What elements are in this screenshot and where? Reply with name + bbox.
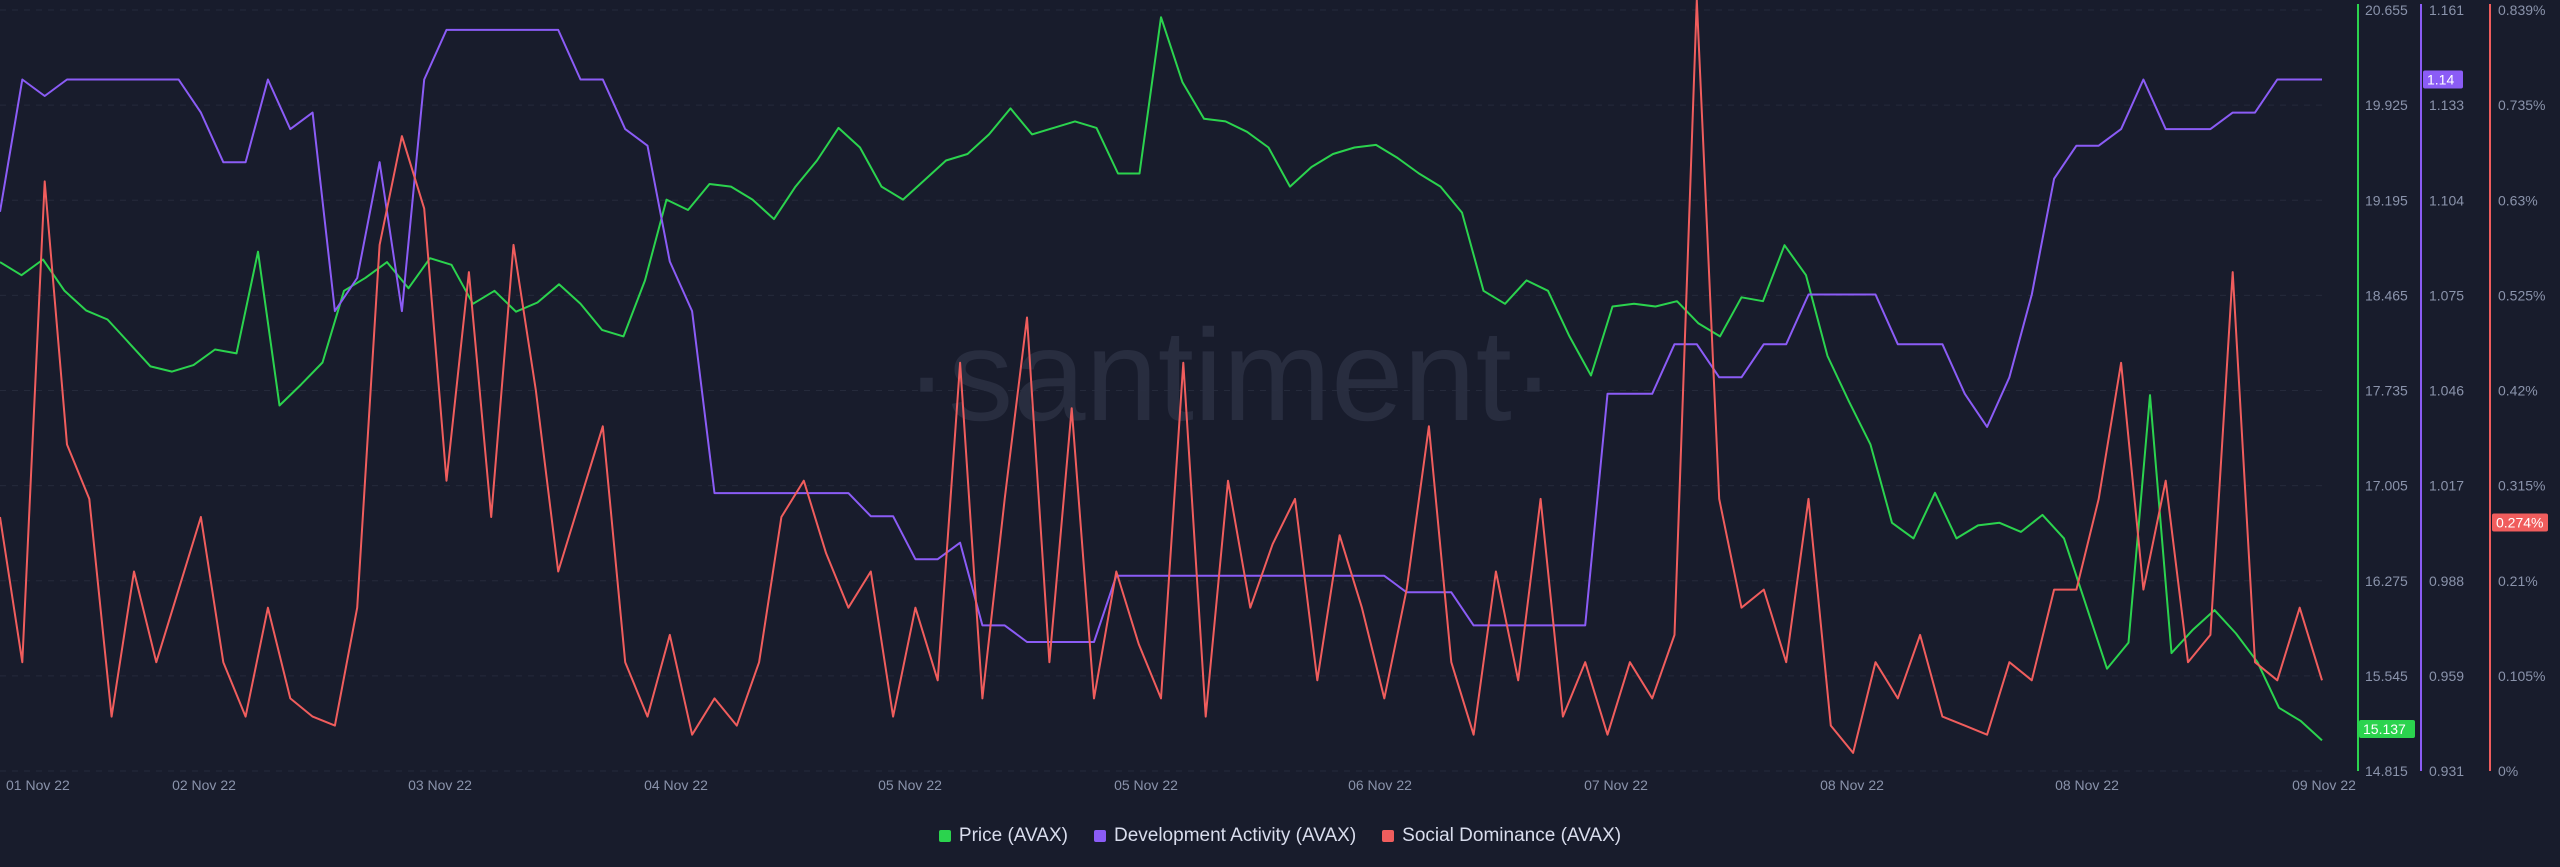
legend: Price (AVAX) Development Activity (AVAX)… — [0, 816, 2560, 856]
axes: 20.655 19.925 19.195 18.465 17.735 17.005 16.2… — [2357, 2, 2548, 779]
legend-label-price: Price (AVAX) — [958, 825, 1068, 846]
dev-tick-label: 1.046 — [2429, 383, 2464, 399]
legend-item-price[interactable]: Price (AVAX) — [938, 825, 1068, 847]
dev-tick-label: 1.075 — [2429, 287, 2464, 303]
legend-label-social-dominance: Social Dominance (AVAX) — [1402, 825, 1622, 846]
price-tick-label: 19.195 — [2365, 192, 2408, 208]
social-tick-label: 0.735% — [2498, 97, 2545, 113]
x-tick-label: 09 Nov 22 — [2292, 777, 2356, 793]
x-axis: 01 Nov 22 02 Nov 22 03 Nov 22 04 Nov 22 05 N… — [6, 777, 2356, 793]
social-tick-label: 0.63% — [2498, 192, 2538, 208]
social-tick-label: 0.839% — [2498, 2, 2545, 18]
dev-activity-swatch-icon — [1093, 830, 1106, 842]
grid — [0, 9, 2322, 772]
x-tick-label: 08 Nov 22 — [2055, 777, 2119, 793]
x-tick-label: 01 Nov 22 — [6, 777, 70, 793]
chart: ·santiment· 20.655 19.925 19.195 18.465 17.7… — [0, 0, 2548, 793]
dev-tick-label: 0.931 — [2429, 763, 2464, 779]
series-line-price[interactable] — [0, 16, 2323, 742]
dev-tick-label: 0.959 — [2429, 668, 2464, 684]
dev-tick-label: 0.988 — [2429, 573, 2464, 589]
price-tick-label: 20.655 — [2365, 2, 2408, 18]
watermark: ·santiment· — [905, 302, 1555, 448]
svg-text:1.14: 1.14 — [2427, 71, 2454, 87]
price-tick-label: 19.925 — [2365, 97, 2408, 113]
x-tick-label: 03 Nov 22 — [408, 777, 472, 793]
dev-tick-label: 1.017 — [2429, 478, 2464, 494]
legend-item-social-dominance[interactable]: Social Dominance (AVAX) — [1382, 825, 1621, 847]
price-tick-label: 18.465 — [2365, 287, 2408, 303]
x-tick-label: 04 Nov 22 — [644, 777, 708, 793]
x-tick-label: 07 Nov 22 — [1584, 777, 1648, 793]
price-tick-label: 17.735 — [2365, 383, 2408, 399]
x-tick-label: 06 Nov 22 — [1348, 777, 1412, 793]
price-tick-label: 16.275 — [2365, 573, 2408, 589]
svg-text:15.137: 15.137 — [2363, 721, 2406, 737]
legend-label-dev-activity: Development Activity (AVAX) — [1113, 825, 1357, 846]
dev-tick-label: 1.161 — [2429, 2, 2464, 18]
price-tick-label: 14.815 — [2365, 763, 2408, 779]
price-current-value-badge: 15.137 — [2359, 720, 2415, 739]
x-tick-label: 05 Nov 22 — [1114, 777, 1178, 793]
social-tick-label: 0.105% — [2498, 668, 2545, 684]
social-dominance-swatch-icon — [1382, 830, 1395, 842]
price-tick-label: 15.545 — [2365, 668, 2408, 684]
social-tick-label: 0.42% — [2498, 383, 2538, 399]
price-swatch-icon — [938, 830, 951, 842]
dev-current-value-badge: 1.14 — [2423, 70, 2463, 89]
x-tick-label: 02 Nov 22 — [172, 777, 236, 793]
social-current-value-badge: 0.274% — [2492, 513, 2548, 532]
social-tick-label: 0.315% — [2498, 478, 2545, 494]
x-tick-label: 05 Nov 22 — [878, 777, 942, 793]
social-tick-label: 0.21% — [2498, 573, 2538, 589]
legend-item-dev-activity[interactable]: Development Activity (AVAX) — [1093, 825, 1357, 847]
social-tick-label: 0% — [2498, 763, 2518, 779]
dev-tick-label: 1.104 — [2429, 192, 2464, 208]
social-tick-label: 0.525% — [2498, 287, 2545, 303]
svg-text:0.274%: 0.274% — [2496, 514, 2543, 530]
x-tick-label: 08 Nov 22 — [1820, 777, 1884, 793]
price-tick-label: 17.005 — [2365, 478, 2408, 494]
dev-tick-label: 1.133 — [2429, 97, 2464, 113]
series-layer[interactable] — [0, 0, 2323, 754]
series-line-social[interactable] — [0, 0, 2323, 754]
